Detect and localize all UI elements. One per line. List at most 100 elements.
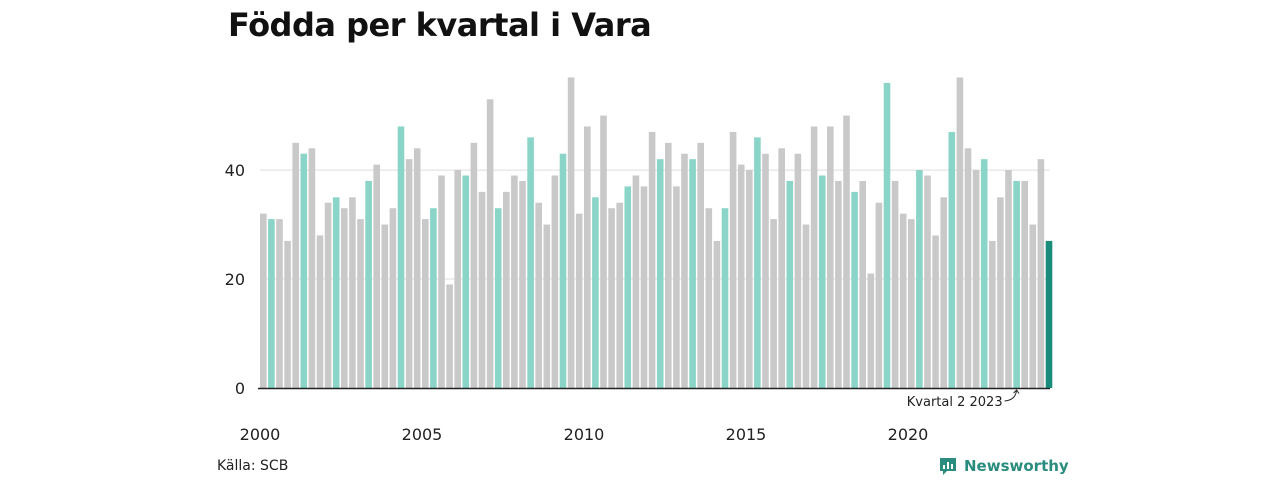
bar-2022-q2 [980,159,988,388]
y-tick-label: 20 [225,270,245,289]
bar-2000-q2 [268,219,275,388]
bar-2019-q4 [899,213,907,388]
bar-2014-q2 [721,208,729,388]
bar-2021-q2 [948,131,956,388]
bar-2014-q1 [713,240,721,388]
x-tick-label: 2005 [402,425,443,444]
bar-2016-q1 [778,148,785,388]
bar-2001-q4 [316,235,324,388]
bar-2010-q4 [608,208,615,388]
brand-name: Newsworthy [964,457,1069,475]
annotation-arrow [1004,389,1018,402]
bar-2011-q1 [616,202,623,388]
bar-2017-q2 [818,175,826,388]
bar-2021-q4 [964,148,972,388]
x-tick-label: 2010 [564,425,605,444]
bar-2015-q3 [762,153,769,388]
bar-2009-q2 [559,153,567,388]
chart-title: Födda per kvartal i Vara [228,6,652,44]
bar-2007-q1 [486,99,494,389]
x-tick-label: 2015 [726,425,767,444]
bar-2001-q1 [292,142,299,388]
bar-2004-q2 [397,126,405,388]
bar-2020-q1 [908,219,915,388]
bar-2015-q1 [746,170,753,388]
bar-2010-q2 [592,197,599,388]
annotation-arrowhead [1013,389,1020,394]
bar-2012-q4 [673,186,680,388]
bar-2022-q4 [997,197,1004,388]
bar-2001-q3 [308,148,316,388]
bar-2020-q4 [932,235,939,388]
y-tick-label: 0 [235,379,245,398]
bar-2018-q2 [851,191,858,388]
bar-2006-q1 [454,170,461,388]
newsworthy-logo-icon [940,458,956,475]
bar-2022-q3 [989,240,996,388]
bar-2023-q1 [1005,170,1012,388]
bar-2003-q1 [357,219,364,388]
bar-2010-q3 [600,115,607,388]
bar-2020-q3 [924,175,931,388]
bar-2006-q3 [470,142,478,388]
bar-2015-q2 [754,137,761,388]
bar-2002-q2 [332,197,340,388]
bar-2008-q1 [519,180,526,388]
bar-2002-q3 [341,208,348,388]
bar-2000-q1 [260,213,267,388]
latest-annotation: Kvartal 2 2023 [907,389,1020,410]
bar-2000-q3 [276,219,283,388]
bar-2023-q3 [1021,180,1028,388]
bar-2006-q4 [478,191,486,388]
bar-2024-q2 [1045,240,1053,388]
bar-2010-q1 [584,126,591,388]
y-tick-label: 40 [225,161,245,180]
bar-2012-q2 [656,159,664,388]
bar-2016-q3 [794,153,802,388]
bar-2013-q2 [689,159,696,388]
y-axis-ticks: 0 20 40 [225,161,245,398]
bar-2018-q4 [867,273,875,388]
bar-2014-q3 [729,131,737,388]
bar-2017-q4 [835,180,842,388]
chart-bars [260,77,1053,389]
bar-2006-q2 [462,175,470,388]
bar-2013-q1 [681,153,688,388]
bar-2023-q4 [1029,224,1037,388]
x-tick-label: 2000 [240,425,281,444]
annotation-label: Kvartal 2 2023 [907,395,1003,410]
bar-2021-q1 [940,197,947,388]
bar-2004-q3 [405,159,413,388]
bar-2019-q1 [875,202,883,388]
x-axis-ticks: 2000 2005 2010 2015 2020 [240,425,929,444]
bar-2007-q3 [503,191,510,388]
bar-2004-q1 [389,208,397,388]
bar-2009-q1 [551,175,559,388]
bar-2001-q2 [300,153,308,388]
bar-2012-q1 [648,131,656,388]
bar-2005-q2 [430,208,437,388]
bar-2012-q3 [665,142,672,388]
bar-2002-q1 [324,202,332,388]
bar-2015-q4 [770,219,777,388]
bar-2022-q1 [972,170,980,388]
bar-2004-q4 [413,148,421,388]
bar-2018-q1 [843,115,850,388]
bar-2016-q4 [802,224,810,388]
bar-2008-q2 [527,137,534,388]
bar-2024-q1 [1037,159,1045,388]
bar-2002-q4 [349,197,356,388]
bar-2007-q2 [494,208,502,388]
bar-2014-q4 [737,164,745,388]
bar-2013-q4 [705,208,713,388]
brand-logo[interactable]: Newsworthy [938,456,1069,476]
bar-2000-q4 [284,240,291,388]
source-note: Källa: SCB [217,458,289,474]
x-tick-label: 2020 [888,425,929,444]
bar-2020-q2 [916,170,923,388]
bar-2017-q3 [827,126,834,388]
bar-2018-q3 [859,180,866,388]
bar-2019-q2 [883,82,891,389]
bar-2011-q3 [632,175,640,388]
